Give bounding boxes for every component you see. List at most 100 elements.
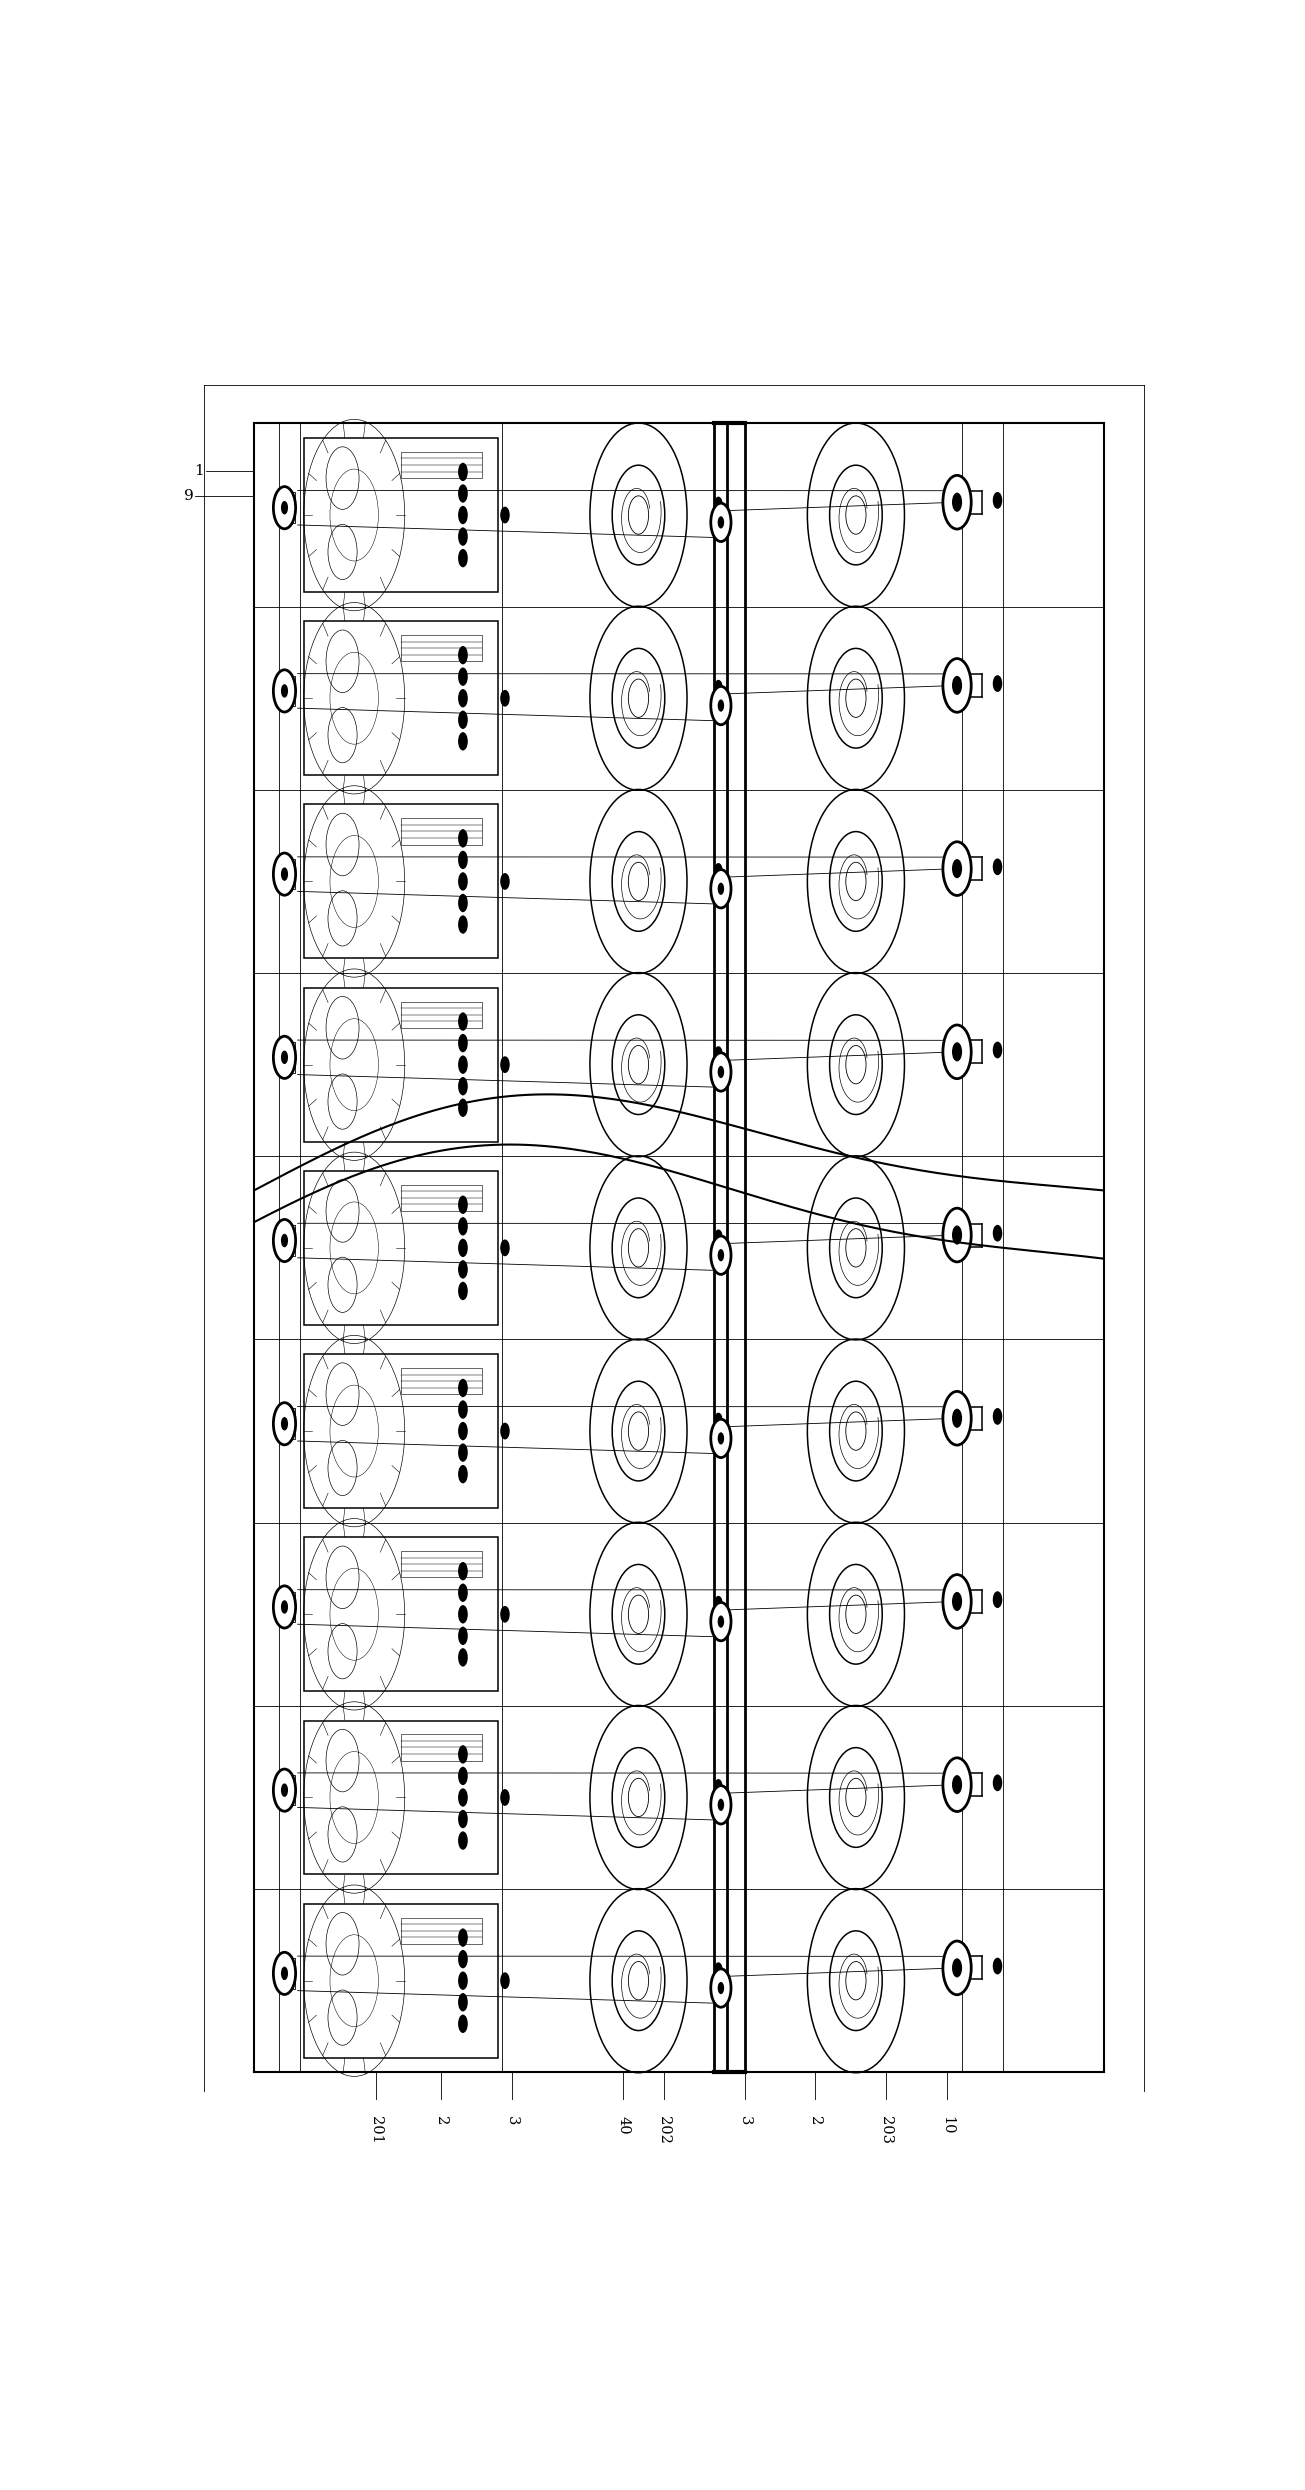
Circle shape [501, 1056, 509, 1073]
Bar [304, 438, 499, 593]
Circle shape [458, 1464, 467, 1484]
Bar [401, 635, 483, 662]
Circle shape [944, 1026, 971, 1078]
Circle shape [458, 1078, 467, 1096]
Circle shape [715, 1046, 722, 1061]
Circle shape [273, 1768, 296, 1810]
Bar [401, 819, 483, 844]
Circle shape [458, 548, 467, 568]
Circle shape [281, 1967, 288, 1980]
Circle shape [458, 1972, 467, 1990]
Bar [304, 989, 499, 1140]
Bar [304, 1721, 499, 1875]
Circle shape [711, 1419, 731, 1457]
Circle shape [458, 1098, 467, 1118]
Circle shape [711, 503, 731, 540]
Circle shape [281, 1783, 288, 1798]
Text: 10: 10 [940, 2116, 954, 2134]
Text: 40: 40 [616, 2116, 630, 2134]
Circle shape [501, 1606, 509, 1621]
Circle shape [944, 1208, 971, 1262]
Circle shape [281, 1601, 288, 1614]
Circle shape [281, 1417, 288, 1429]
Circle shape [944, 1392, 971, 1444]
Circle shape [501, 1240, 509, 1255]
Circle shape [458, 1238, 467, 1257]
Circle shape [458, 1056, 467, 1073]
Text: 9: 9 [184, 488, 193, 503]
Bar [304, 1355, 499, 1509]
Circle shape [281, 1233, 288, 1247]
Circle shape [458, 894, 467, 911]
Circle shape [501, 1790, 509, 1805]
Text: 1: 1 [193, 463, 204, 478]
Bar [401, 1736, 483, 1760]
Circle shape [715, 1414, 722, 1427]
Circle shape [458, 690, 467, 707]
Circle shape [715, 864, 722, 876]
Circle shape [715, 680, 722, 695]
Circle shape [458, 1788, 467, 1808]
Circle shape [458, 732, 467, 749]
Circle shape [953, 1043, 962, 1061]
Circle shape [458, 528, 467, 545]
Text: 201: 201 [368, 2116, 382, 2144]
Circle shape [953, 1775, 962, 1795]
Circle shape [281, 685, 288, 697]
Circle shape [944, 1758, 971, 1813]
Circle shape [273, 1952, 296, 1994]
Circle shape [718, 1982, 724, 1994]
Circle shape [458, 1745, 467, 1763]
Circle shape [458, 1626, 467, 1646]
Circle shape [458, 1218, 467, 1235]
Bar [304, 1536, 499, 1691]
Circle shape [718, 881, 724, 894]
Circle shape [993, 859, 1001, 874]
Circle shape [993, 493, 1001, 508]
Circle shape [458, 1013, 467, 1031]
Circle shape [458, 505, 467, 525]
Circle shape [944, 1574, 971, 1628]
Circle shape [458, 1606, 467, 1623]
Circle shape [501, 1424, 509, 1439]
Circle shape [944, 476, 971, 528]
Bar [281, 1041, 295, 1073]
Circle shape [458, 1810, 467, 1828]
Text: 3: 3 [505, 2116, 519, 2126]
Circle shape [953, 1225, 962, 1245]
Circle shape [711, 869, 731, 909]
Circle shape [711, 687, 731, 725]
Circle shape [715, 1962, 722, 1977]
Text: 2: 2 [435, 2116, 448, 2126]
Circle shape [458, 1584, 467, 1601]
Circle shape [953, 675, 962, 695]
Bar [281, 1591, 295, 1623]
Bar [281, 1957, 295, 1990]
Circle shape [501, 508, 509, 523]
Circle shape [458, 829, 467, 847]
Circle shape [711, 1604, 731, 1641]
Circle shape [501, 690, 509, 705]
Circle shape [458, 1422, 467, 1439]
Circle shape [501, 874, 509, 889]
Bar [401, 1367, 483, 1394]
Circle shape [711, 1785, 731, 1825]
Circle shape [458, 1033, 467, 1053]
Circle shape [458, 1561, 467, 1581]
Circle shape [993, 1775, 1001, 1790]
Circle shape [953, 1591, 962, 1611]
Circle shape [458, 1195, 467, 1215]
Circle shape [715, 1780, 722, 1793]
Circle shape [993, 1591, 1001, 1606]
Circle shape [993, 675, 1001, 692]
Circle shape [458, 1260, 467, 1277]
Circle shape [281, 867, 288, 881]
Bar [304, 1170, 499, 1325]
Bar [281, 493, 295, 523]
Bar [401, 1001, 483, 1028]
Circle shape [458, 667, 467, 685]
Circle shape [711, 1970, 731, 2007]
Circle shape [944, 1942, 971, 1994]
Circle shape [458, 1444, 467, 1462]
Circle shape [953, 1957, 962, 1977]
